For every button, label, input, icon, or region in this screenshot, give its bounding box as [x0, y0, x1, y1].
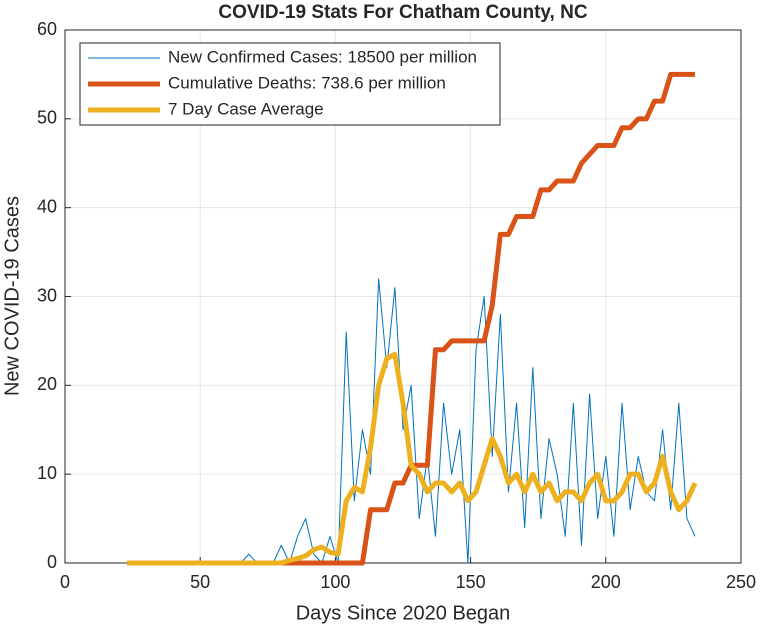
legend-label: New Confirmed Cases: 18500 per million: [168, 47, 477, 66]
x-axis-label: Days Since 2020 Began: [296, 602, 511, 624]
y-tick-label: 40: [37, 196, 57, 216]
y-tick-label: 20: [37, 374, 57, 394]
plot-frame: [64, 29, 742, 564]
x-tick-label: 100: [320, 572, 350, 592]
y-tick-label: 10: [37, 463, 57, 483]
y-tick-label: 50: [37, 108, 57, 128]
legend-label: 7 Day Case Average: [168, 99, 324, 118]
legend-label: Cumulative Deaths: 738.6 per million: [168, 73, 446, 92]
y-tick-label: 30: [37, 285, 57, 305]
x-tick-label: 200: [591, 572, 621, 592]
y-axis-label: New COVID-19 Cases: [1, 196, 23, 396]
y-tick-label: 0: [47, 552, 57, 572]
y-tick-label: 60: [37, 19, 57, 39]
x-tick-label: 150: [456, 572, 486, 592]
x-tick-label: 250: [726, 572, 756, 592]
chart-title: COVID-19 Stats For Chatham County, NC: [218, 2, 587, 23]
series-line: [127, 351, 698, 566]
x-tick-label: 0: [60, 572, 70, 592]
x-tick-label: 50: [190, 572, 210, 592]
